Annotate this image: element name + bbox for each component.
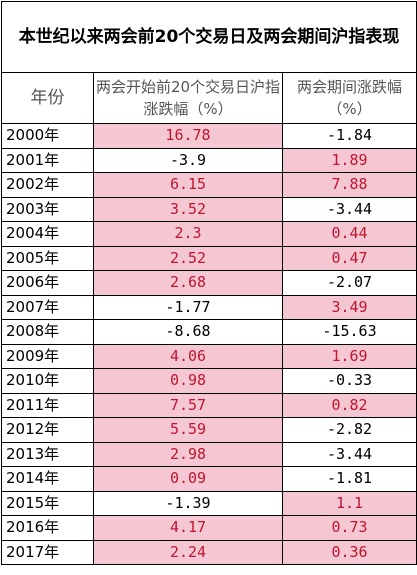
- year-cell: 2007年: [1, 294, 94, 320]
- during-change-cell: -1.84: [281, 123, 417, 149]
- table-row: 2011年 7.57 0.82: [1, 392, 417, 418]
- during-change-cell: 3.49: [281, 294, 417, 320]
- table-row: 2015年 -1.39 1.1: [1, 490, 417, 516]
- year-cell: 2015年: [1, 490, 94, 516]
- before-change-cell: 4.17: [93, 515, 283, 541]
- before-change-cell: -1.77: [93, 294, 283, 320]
- header-row: 年份 两会开始前20个交易日沪指涨跌幅（%） 两会期间涨跌幅（%）: [1, 72, 417, 124]
- before-change-cell: 16.78: [93, 123, 283, 149]
- before-change-cell: -8.68: [93, 319, 283, 345]
- table-row: 2008年 -8.68 -15.63: [1, 319, 417, 345]
- before-change-cell: 6.15: [93, 172, 283, 198]
- year-cell: 2010年: [1, 368, 94, 394]
- table-title: 本世纪以来两会前20个交易日及两会期间沪指表现: [0, 1, 417, 73]
- year-cell: 2017年: [1, 539, 94, 565]
- year-cell: 2005年: [1, 245, 94, 271]
- year-cell: 2000年: [1, 123, 94, 149]
- table-row: 2010年 0.98 -0.33: [1, 368, 417, 394]
- during-change-cell: 0.44: [281, 221, 417, 247]
- before-change-cell: 0.09: [93, 466, 283, 492]
- year-cell: 2001年: [1, 147, 94, 173]
- before-change-cell: -3.9: [93, 147, 283, 173]
- before-change-cell: 4.06: [93, 343, 283, 369]
- year-cell: 2011年: [1, 392, 94, 418]
- before-change-cell: 3.52: [93, 196, 283, 222]
- during-change-cell: 1.69: [281, 343, 417, 369]
- table-row: 2000年 16.78 -1.84: [1, 123, 417, 149]
- during-change-cell: -0.33: [281, 368, 417, 394]
- during-change-cell: 0.73: [281, 515, 417, 541]
- table-row: 2005年 2.52 0.47: [1, 245, 417, 271]
- year-cell: 2003年: [1, 196, 94, 222]
- year-cell: 2009年: [1, 343, 94, 369]
- table-row: 2001年 -3.9 1.89: [1, 147, 417, 173]
- table-row: 2014年 0.09 -1.81: [1, 466, 417, 492]
- during-change-cell: -3.44: [281, 441, 417, 467]
- before-change-cell: 2.98: [93, 441, 283, 467]
- table-row: 2006年 2.68 -2.07: [1, 270, 417, 296]
- header-year: 年份: [1, 72, 94, 124]
- before-change-cell: 2.3: [93, 221, 283, 247]
- before-change-cell: 2.52: [93, 245, 283, 271]
- year-cell: 2002年: [1, 172, 94, 198]
- during-change-cell: 0.47: [281, 245, 417, 271]
- year-cell: 2014年: [1, 466, 94, 492]
- before-change-cell: 2.24: [93, 539, 283, 565]
- during-change-cell: -2.82: [281, 417, 417, 443]
- during-change-cell: -15.63: [281, 319, 417, 345]
- during-change-cell: 7.88: [281, 172, 417, 198]
- table-row: 2002年 6.15 7.88: [1, 172, 417, 198]
- year-cell: 2008年: [1, 319, 94, 345]
- during-change-cell: -3.44: [281, 196, 417, 222]
- table-row: 2009年 4.06 1.69: [1, 343, 417, 369]
- header-during: 两会期间涨跌幅（%）: [281, 72, 417, 124]
- before-change-cell: 2.68: [93, 270, 283, 296]
- table-row: 2012年 5.59 -2.82: [1, 417, 417, 443]
- year-cell: 2016年: [1, 515, 94, 541]
- during-change-cell: 1.1: [281, 490, 417, 516]
- year-cell: 2006年: [1, 270, 94, 296]
- before-change-cell: -1.39: [93, 490, 283, 516]
- table-row: 2007年 -1.77 3.49: [1, 294, 417, 320]
- before-change-cell: 7.57: [93, 392, 283, 418]
- title-row: 本世纪以来两会前20个交易日及两会期间沪指表现: [0, 1, 417, 73]
- during-change-cell: -1.81: [281, 466, 417, 492]
- table-row: 2016年 4.17 0.73: [1, 515, 417, 541]
- before-change-cell: 0.98: [93, 368, 283, 394]
- table-row: 2004年 2.3 0.44: [1, 221, 417, 247]
- header-before: 两会开始前20个交易日沪指涨跌幅（%）: [93, 72, 283, 124]
- table-row: 2013年 2.98 -3.44: [1, 441, 417, 467]
- table-row: 2003年 3.52 -3.44: [1, 196, 417, 222]
- during-change-cell: 0.82: [281, 392, 417, 418]
- before-change-cell: 5.59: [93, 417, 283, 443]
- year-cell: 2012年: [1, 417, 94, 443]
- during-change-cell: -2.07: [281, 270, 417, 296]
- during-change-cell: 0.36: [281, 539, 417, 565]
- year-cell: 2013年: [1, 441, 94, 467]
- year-cell: 2004年: [1, 221, 94, 247]
- table-row: 2017年 2.24 0.36: [1, 539, 417, 565]
- during-change-cell: 1.89: [281, 147, 417, 173]
